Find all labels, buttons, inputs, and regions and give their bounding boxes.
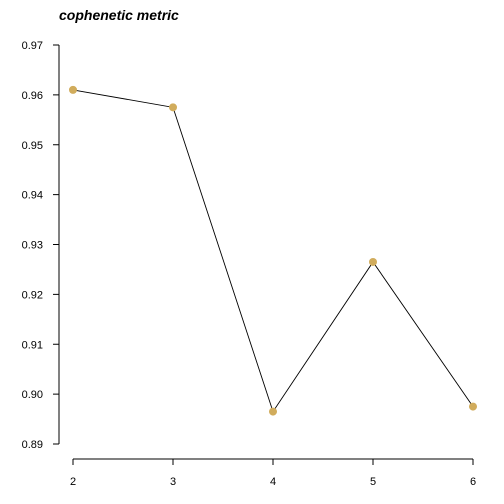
data-point [369,257,377,266]
data-point [269,407,277,416]
data-point [469,402,477,411]
x-tick-label: 3 [170,476,176,488]
x-tick-label: 2 [70,476,76,488]
plot-area [69,85,477,416]
y-tick-label: 0.91 [22,339,43,351]
y-tick-label: 0.95 [22,140,43,152]
data-point [169,103,177,112]
y-tick-label: 0.90 [22,389,43,401]
y-tick-label: 0.89 [22,439,43,451]
y-tick-label: 0.97 [22,40,43,52]
chart-title: cophenetic metric [59,7,179,23]
x-tick-label: 5 [370,476,376,488]
series-line [72,89,474,413]
x-tick-label: 6 [470,476,476,488]
x-tick-label: 4 [270,476,276,488]
x-axis: 2 3 4 5 6 [70,458,476,488]
y-axis: 0.89 0.90 0.91 0.92 0.93 0.94 0.95 0.96 0.97 [22,40,60,451]
y-tick-label: 0.93 [22,240,43,252]
y-tick-label: 0.92 [22,289,43,301]
y-tick-label: 0.96 [22,90,43,102]
data-point [69,85,77,94]
y-tick-label: 0.94 [22,190,43,202]
